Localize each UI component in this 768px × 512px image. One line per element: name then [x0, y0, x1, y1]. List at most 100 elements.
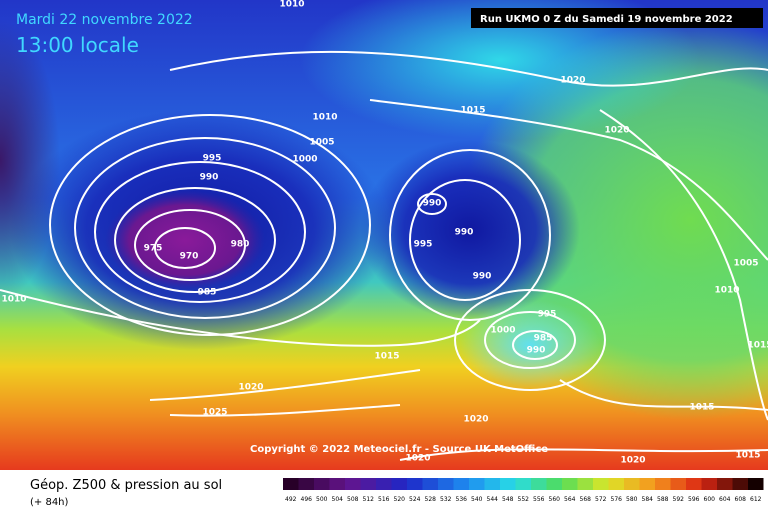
- isobar-label: 1025: [202, 408, 227, 418]
- scale-label: 560: [549, 496, 561, 503]
- scale-label: 540: [471, 496, 483, 503]
- isobar-labels: 1010 1020 1015 1010 1005 1000 995 990 990 990 995 9…: [1, 0, 768, 466]
- scale-swatch: [298, 478, 314, 490]
- scale-label: 508: [347, 496, 359, 503]
- scale-swatch: [577, 478, 593, 490]
- isobar-label: 1020: [560, 76, 585, 86]
- isobar-label: 1015: [689, 403, 714, 413]
- scale-swatch: [438, 478, 454, 490]
- isobar-label: 980: [231, 240, 250, 250]
- scale-swatch: [655, 478, 671, 490]
- scale-label: 556: [533, 496, 545, 503]
- run-label: Run UKMO 0 Z du Samedi 19 novembre 2022: [480, 14, 733, 25]
- isobars: [0, 50, 768, 461]
- scale-label: 604: [719, 496, 731, 503]
- isobar-label: 1020: [604, 126, 629, 136]
- time-title: 13:00 locale: [16, 33, 139, 57]
- scale-label: 536: [456, 496, 468, 503]
- scale-swatch: [670, 478, 686, 490]
- scale-swatch: [531, 478, 547, 490]
- scale-swatch: [500, 478, 516, 490]
- isobar-label: 1010: [1, 295, 26, 305]
- legend-lead: (+ 84h): [30, 497, 69, 508]
- isobar-label: 1005: [309, 138, 334, 148]
- scale-label: 512: [363, 496, 375, 503]
- isobar-label: 1020: [238, 383, 263, 393]
- scale-swatch: [624, 478, 640, 490]
- isobar-label: 990: [455, 228, 474, 238]
- scale-swatch: [639, 478, 655, 490]
- isobar-label: 970: [180, 252, 199, 262]
- isobar-label: 995: [414, 240, 433, 250]
- scale-swatch: [329, 478, 345, 490]
- scale-swatch: [484, 478, 500, 490]
- scale-label: 568: [580, 496, 592, 503]
- color-scale: 492 496 500 504 508 512 516 520 524 528 532 536 540 5…: [283, 478, 764, 503]
- isobar-label: 1015: [460, 106, 485, 116]
- isobar-label: 995: [538, 310, 557, 320]
- scale-swatch: [391, 478, 407, 490]
- copyright: Copyright © 2022 Meteociel.fr - Source U…: [250, 444, 548, 455]
- isobar-label: 990: [200, 173, 219, 183]
- isobar-label: 1010: [279, 0, 304, 10]
- scale-swatch: [453, 478, 469, 490]
- scale-label: 572: [595, 496, 607, 503]
- scale-label: 612: [750, 496, 762, 503]
- scale-label: 516: [378, 496, 390, 503]
- run-box: [471, 8, 763, 28]
- scale-label: 524: [409, 496, 421, 503]
- scale-swatch: [717, 478, 733, 490]
- isobar-label: 1020: [463, 415, 488, 425]
- map: 1010 1020 1015 1010 1005 1000 995 990 990 990 995 9…: [0, 0, 768, 470]
- scale-swatch: [515, 478, 531, 490]
- isobar-label: 1010: [312, 113, 337, 123]
- scale-label: 580: [626, 496, 638, 503]
- scale-label: 596: [688, 496, 700, 503]
- isobar-label: 1015: [747, 341, 768, 351]
- scale-label: 564: [564, 496, 576, 503]
- scale-label: 576: [611, 496, 623, 503]
- scale-label: 528: [425, 496, 437, 503]
- scale-swatch: [732, 478, 748, 490]
- isobar-label: 985: [198, 288, 217, 298]
- scale-label: 544: [487, 496, 499, 503]
- legend-title: Géop. Z500 & pression au sol: [30, 478, 222, 493]
- scale-swatch: [748, 478, 764, 490]
- scale-label: 492: [285, 496, 297, 503]
- isobar-label: 1000: [490, 326, 515, 336]
- scale-swatch: [469, 478, 485, 490]
- isobar-label: 985: [534, 334, 553, 344]
- scale-swatch: [314, 478, 330, 490]
- scale-swatch: [562, 478, 578, 490]
- scale-label: 532: [440, 496, 452, 503]
- scale-label: 588: [657, 496, 669, 503]
- scale-label: 608: [735, 496, 747, 503]
- scale-swatch: [593, 478, 609, 490]
- scale-swatch: [360, 478, 376, 490]
- isobar-label: 1020: [620, 456, 645, 466]
- scale-swatch: [407, 478, 423, 490]
- scale-label: 548: [502, 496, 514, 503]
- isobar-label: 1020: [405, 454, 430, 464]
- scale-swatch: [345, 478, 361, 490]
- isobar-label: 990: [527, 346, 546, 356]
- scale-swatch: [701, 478, 717, 490]
- isobar-label: 1000: [292, 155, 317, 165]
- scale-label: 500: [316, 496, 328, 503]
- scale-swatch: [686, 478, 702, 490]
- scale-label: 496: [301, 496, 313, 503]
- isobar-label: 990: [423, 199, 442, 209]
- scale-swatch: [422, 478, 438, 490]
- scale-label: 592: [673, 496, 685, 503]
- scale-label: 552: [518, 496, 530, 503]
- isobar-label: 1015: [374, 352, 399, 362]
- isobar-label: 995: [203, 154, 222, 164]
- scale-swatch: [283, 478, 299, 490]
- isobar-label: 975: [144, 244, 163, 254]
- scale-swatch: [546, 478, 562, 490]
- scale-swatch: [376, 478, 392, 490]
- date-title: Mardi 22 novembre 2022: [16, 12, 193, 28]
- isobar-label: 990: [473, 272, 492, 282]
- isobar-label: 1010: [714, 286, 739, 296]
